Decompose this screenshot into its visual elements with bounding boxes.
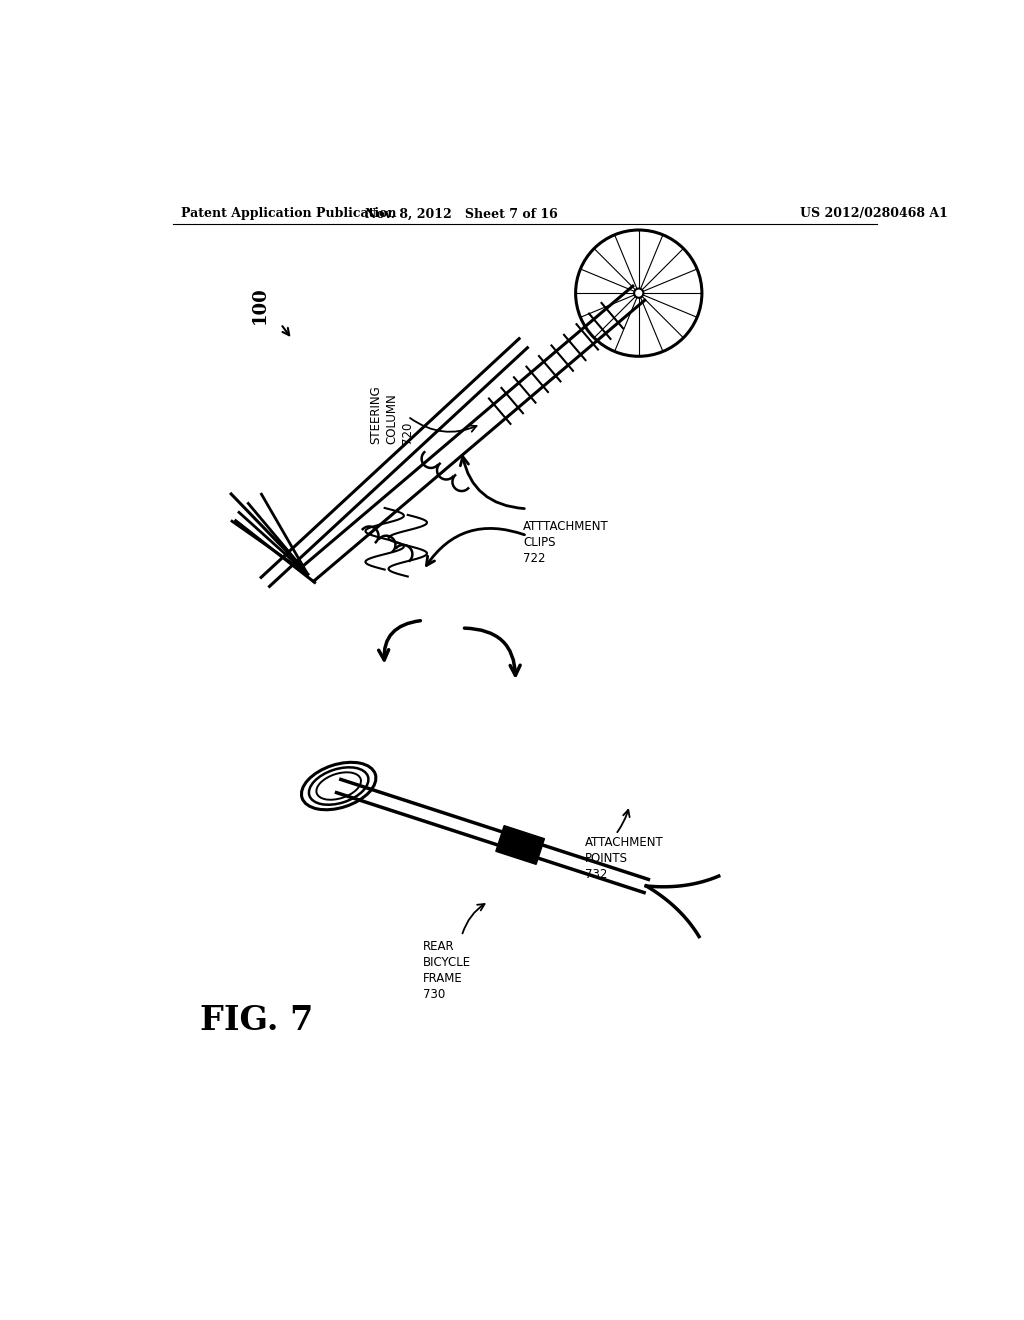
Text: US 2012/0280468 A1: US 2012/0280468 A1 bbox=[801, 207, 948, 220]
Text: REAR
BICYCLE
FRAME
730: REAR BICYCLE FRAME 730 bbox=[423, 940, 471, 1001]
Circle shape bbox=[634, 289, 643, 298]
Text: ATTTACHMENT
CLIPS
722: ATTTACHMENT CLIPS 722 bbox=[523, 520, 609, 565]
Text: ATTACHMENT
POINTS
732: ATTACHMENT POINTS 732 bbox=[585, 836, 664, 880]
Text: Patent Application Publication: Patent Application Publication bbox=[180, 207, 396, 220]
Text: STEERING
COLUMN
720: STEERING COLUMN 720 bbox=[370, 385, 415, 445]
Text: Nov. 8, 2012   Sheet 7 of 16: Nov. 8, 2012 Sheet 7 of 16 bbox=[366, 207, 558, 220]
Text: 100: 100 bbox=[251, 286, 269, 323]
Text: FIG. 7: FIG. 7 bbox=[200, 1005, 313, 1038]
Polygon shape bbox=[496, 825, 545, 865]
